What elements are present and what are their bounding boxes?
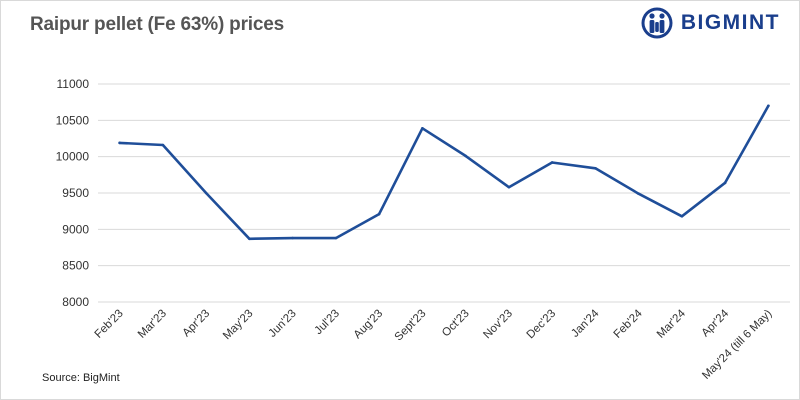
data-point bbox=[637, 192, 640, 196]
data-point bbox=[334, 236, 338, 240]
x-tick-label: Dec'23 bbox=[525, 308, 559, 342]
x-tick-label: May'23 bbox=[221, 308, 255, 342]
x-tick-label: Mar'24 bbox=[655, 307, 689, 341]
data-point bbox=[377, 212, 381, 216]
data-point bbox=[204, 191, 208, 195]
x-tick-label: Jul'23 bbox=[313, 308, 342, 337]
data-point bbox=[767, 104, 770, 108]
brand-logo: BIGMINT bbox=[639, 6, 780, 40]
data-point bbox=[291, 236, 294, 240]
x-tick-label: Nov'23 bbox=[481, 308, 515, 342]
series-line bbox=[118, 104, 770, 241]
y-tick-label: 9500 bbox=[62, 186, 89, 200]
x-tick-label: Feb'23 bbox=[93, 308, 126, 341]
y-tick-label: 8500 bbox=[62, 259, 89, 273]
data-point bbox=[723, 181, 727, 185]
x-tick-label: Apr'23 bbox=[181, 308, 213, 340]
x-tick-label: Apr'24 bbox=[700, 307, 732, 339]
x-tick-label: Jan'24 bbox=[569, 307, 602, 340]
x-axis: Feb'23 Mar'23 Apr'23 May'23 Jun'23 Jul'23 Aug'… bbox=[93, 307, 775, 382]
x-tick-label: Aug'23 bbox=[352, 308, 386, 342]
data-point bbox=[248, 237, 251, 241]
series-layer bbox=[118, 104, 770, 241]
y-tick-label: 10500 bbox=[56, 113, 90, 127]
y-axis: 8000 8500 9000 9500 10000 10500 11000 bbox=[56, 77, 90, 309]
data-point bbox=[594, 166, 597, 170]
x-tick-label: Jun'23 bbox=[267, 308, 299, 340]
brand-name: BIGMINT bbox=[680, 11, 780, 34]
data-point bbox=[421, 127, 424, 130]
x-tick-label: Sept'23 bbox=[393, 308, 429, 344]
grid-lines bbox=[98, 83, 790, 303]
bigmint-logo-icon bbox=[641, 7, 673, 39]
y-tick-label: 11000 bbox=[57, 77, 90, 91]
y-tick-label: 9000 bbox=[62, 222, 89, 236]
data-point bbox=[507, 185, 511, 189]
x-tick-label: Mar'23 bbox=[136, 308, 169, 341]
y-tick-label: 8000 bbox=[62, 295, 89, 309]
data-point bbox=[161, 143, 165, 147]
data-point bbox=[680, 214, 684, 218]
data-point bbox=[464, 154, 467, 158]
x-tick-label: Oct'23 bbox=[440, 308, 472, 340]
x-tick-label: Feb'24 bbox=[612, 307, 646, 341]
data-point bbox=[550, 161, 554, 164]
data-point bbox=[118, 141, 121, 145]
chart-title: Raipur pellet (Fe 63%) prices bbox=[30, 14, 284, 35]
source-note: Source: BigMint bbox=[42, 372, 120, 384]
y-tick-label: 10000 bbox=[56, 150, 90, 164]
